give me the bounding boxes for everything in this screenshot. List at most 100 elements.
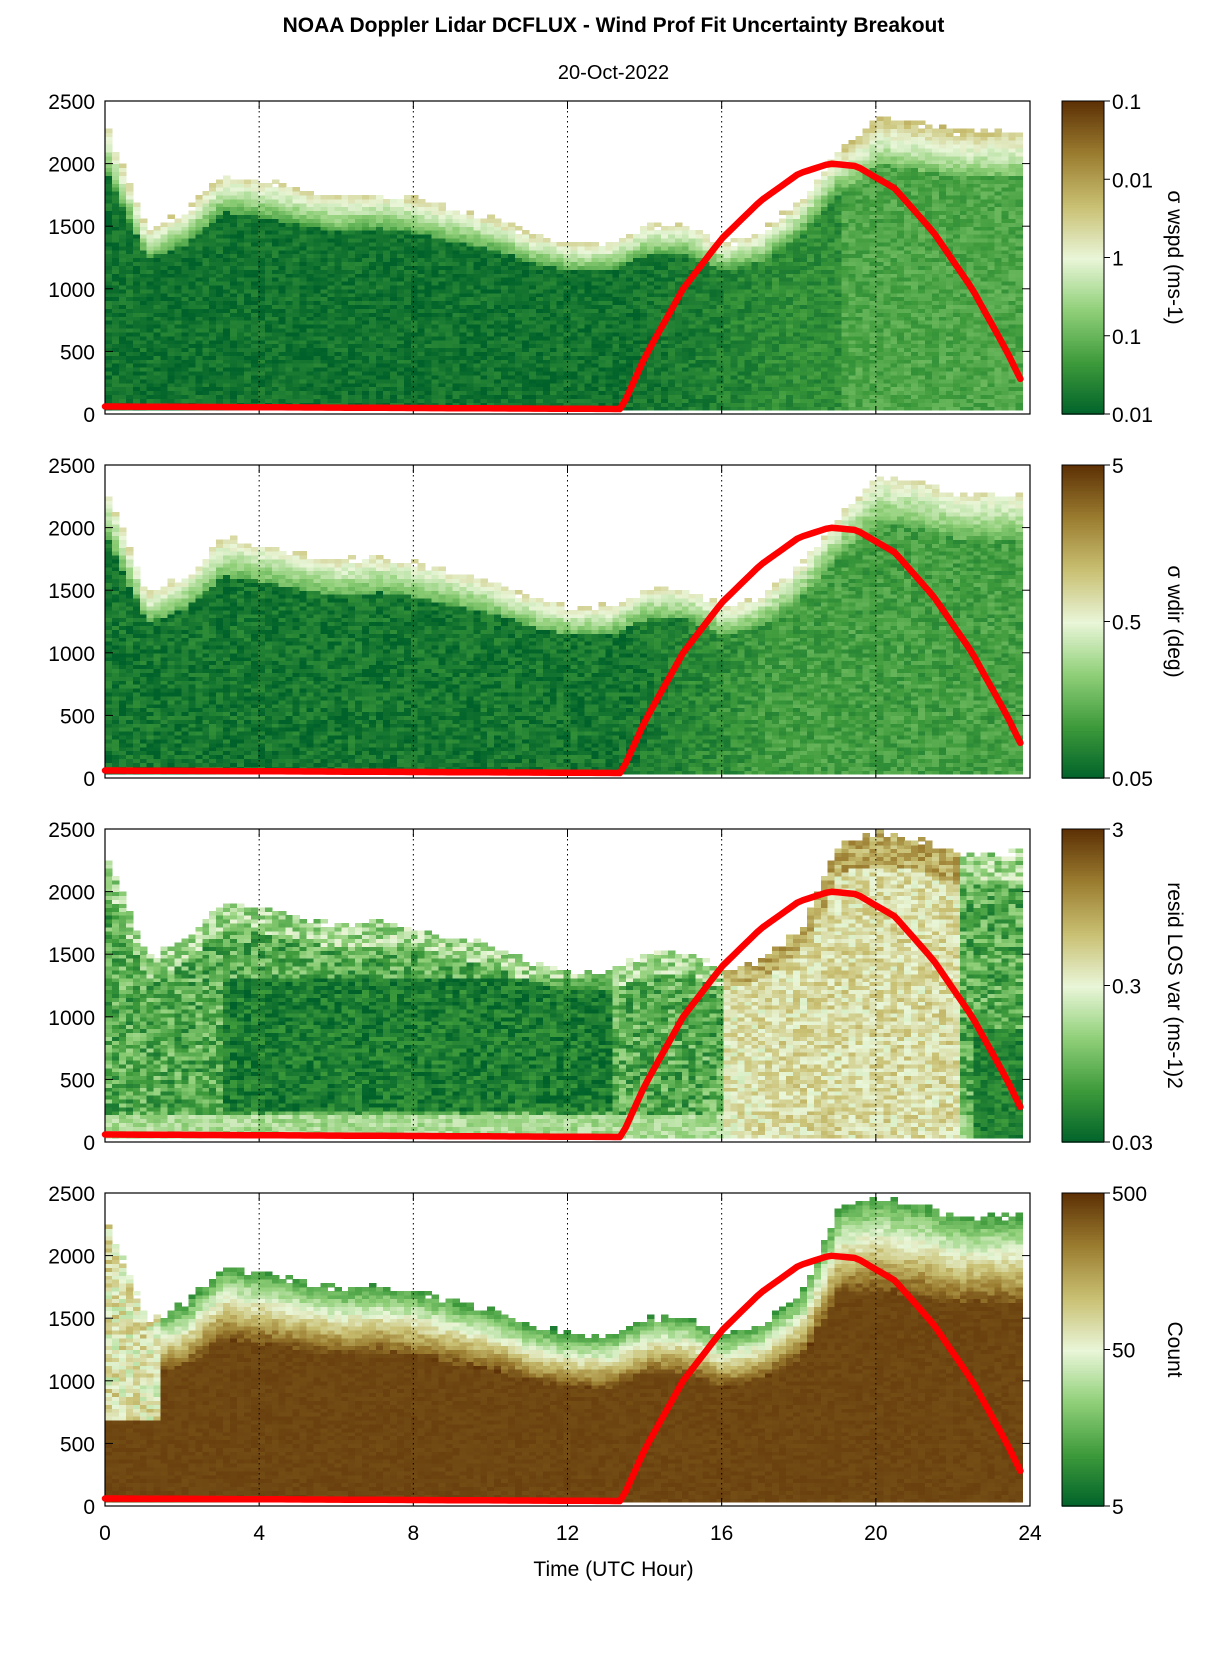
heatmap-cell — [702, 292, 711, 298]
heatmap-cell — [667, 324, 676, 329]
heatmap-cell — [480, 280, 488, 286]
heatmap-cell — [111, 206, 120, 212]
heatmap-cell — [362, 249, 370, 255]
heatmap-cell — [209, 277, 217, 282]
heatmap-cell — [216, 288, 224, 294]
heatmap-cell — [570, 304, 579, 309]
heatmap-cell — [487, 386, 495, 392]
heatmap-cell — [410, 335, 419, 341]
heatmap-cell — [264, 273, 273, 278]
heatmap-cell — [681, 374, 690, 380]
heatmap-cell — [341, 249, 349, 255]
heatmap-cell — [223, 363, 231, 368]
heatmap-cell — [473, 347, 481, 352]
heatmap-cell — [111, 284, 120, 290]
heatmap-cell — [528, 304, 537, 309]
heatmap-cell — [132, 398, 141, 403]
heatmap-cell — [466, 284, 474, 290]
heatmap-cell — [118, 351, 127, 356]
heatmap-cell — [111, 194, 120, 200]
heatmap-cell — [139, 230, 148, 235]
heatmap-cell — [396, 386, 405, 392]
heatmap-cell — [570, 327, 579, 333]
heatmap-cell — [167, 363, 176, 368]
heatmap-cell — [237, 339, 245, 345]
heatmap-cell — [362, 324, 370, 329]
heatmap-cell — [772, 288, 780, 294]
heatmap-cell — [223, 343, 231, 349]
heatmap-cell — [494, 265, 502, 270]
heatmap-cell — [459, 300, 467, 306]
heatmap-cell — [751, 257, 759, 263]
heatmap-cell — [146, 249, 155, 255]
heatmap-cell — [174, 331, 183, 337]
heatmap-cell — [132, 359, 141, 364]
heatmap-cell — [556, 253, 565, 259]
heatmap-cell — [730, 320, 738, 325]
heatmap-cell — [174, 249, 183, 255]
heatmap-cell — [653, 343, 662, 349]
heatmap-cell — [633, 351, 641, 356]
heatmap-cell — [278, 320, 287, 325]
heatmap-cell — [111, 159, 120, 165]
heatmap-cell — [647, 374, 655, 380]
heatmap-cell — [452, 316, 461, 321]
heatmap-cell — [438, 261, 447, 266]
heatmap-cell — [751, 406, 759, 411]
heatmap-cell — [271, 398, 280, 403]
heatmap-cell — [459, 241, 467, 247]
heatmap-cell — [174, 300, 183, 306]
heatmap-cell — [515, 402, 523, 407]
heatmap-cell — [299, 374, 308, 380]
heatmap-cell — [508, 367, 516, 372]
heatmap-cell — [139, 249, 148, 255]
heatmap-cell — [292, 359, 301, 364]
heatmap-cell — [334, 237, 342, 243]
heatmap-cell — [139, 316, 148, 321]
heatmap-cell — [250, 308, 259, 313]
heatmap-cell — [424, 331, 433, 337]
heatmap-cell — [445, 277, 454, 282]
heatmap-cell — [563, 331, 572, 337]
heatmap-cell — [612, 327, 620, 333]
heatmap-cell — [327, 194, 335, 200]
heatmap-cell — [653, 288, 662, 294]
heatmap-cell — [181, 261, 189, 266]
heatmap-cell — [549, 386, 558, 392]
heatmap-cell — [181, 390, 189, 396]
heatmap-cell — [640, 343, 648, 349]
heatmap-cell — [264, 245, 273, 251]
heatmap-cell — [118, 234, 127, 239]
heatmap-cell — [473, 265, 481, 270]
heatmap-cell — [403, 320, 412, 325]
heatmap-cell — [667, 237, 676, 243]
heatmap-cell — [118, 237, 127, 243]
heatmap-cell — [480, 241, 488, 247]
heatmap-cell — [292, 367, 301, 372]
heatmap-cell — [667, 374, 676, 380]
heatmap-cell — [515, 398, 523, 403]
heatmap-cell — [709, 359, 718, 364]
heatmap-cell — [105, 190, 113, 196]
heatmap-cell — [452, 374, 461, 380]
heatmap-cell — [313, 237, 322, 243]
heatmap-cell — [709, 320, 718, 325]
heatmap-cell — [438, 312, 447, 317]
heatmap-cell — [369, 308, 377, 313]
heatmap-cell — [139, 347, 148, 352]
heatmap-cell — [369, 327, 377, 333]
heatmap-cell — [216, 331, 224, 337]
heatmap-cell — [744, 331, 752, 337]
heatmap-cell — [570, 316, 579, 321]
heatmap-cell — [640, 237, 648, 243]
heatmap-cell — [125, 249, 134, 255]
heatmap-cell — [515, 320, 523, 325]
heatmap-cell — [723, 343, 732, 349]
heatmap-cell — [334, 390, 342, 396]
heatmap-cell — [313, 316, 322, 321]
heatmap-cell — [786, 382, 794, 388]
heatmap-cell — [674, 390, 683, 396]
heatmap-cell — [313, 304, 322, 309]
heatmap-cell — [362, 304, 370, 309]
heatmap-cell — [216, 335, 224, 341]
